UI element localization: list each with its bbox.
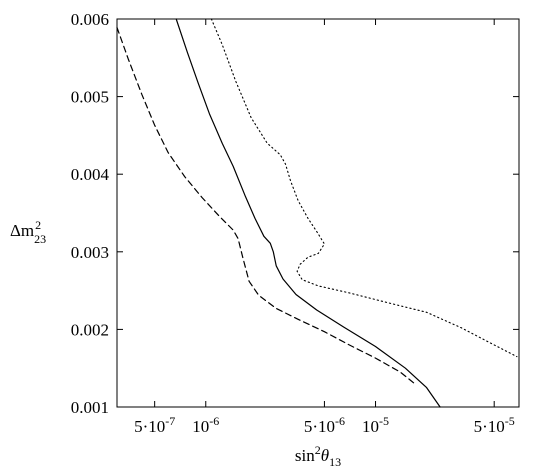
x-tick-label: 10-6 bbox=[192, 414, 219, 436]
y-tick-label: 0.005 bbox=[71, 88, 109, 107]
tick-layer: 0.001 0.002 0.003 0.004 0.005 0.006 5·10-7 10-6… bbox=[71, 10, 519, 436]
series-layer bbox=[116, 18, 518, 408]
x-tick-label: 5·10-5 bbox=[474, 414, 515, 436]
y-tick-label: 0.001 bbox=[71, 398, 109, 417]
y-tick-label: 0.004 bbox=[71, 165, 110, 184]
x-tick-label: 5·10-7 bbox=[134, 414, 175, 436]
x-tick-label: 5·10-6 bbox=[304, 414, 345, 436]
plot-frame bbox=[116, 18, 520, 408]
x-axis-title: sin2θ13 bbox=[295, 443, 341, 469]
y-axis-title: Δm2 23 bbox=[10, 218, 46, 246]
solid-contour-line bbox=[175, 18, 441, 408]
x-tick-label: 10-5 bbox=[362, 414, 389, 436]
dotted-contour-line bbox=[210, 18, 518, 358]
y-tick-label: 0.006 bbox=[71, 10, 109, 29]
y-tick-label: 0.003 bbox=[71, 243, 109, 262]
dashed-contour-line bbox=[116, 26, 416, 385]
y-tick-label: 0.002 bbox=[71, 320, 109, 339]
